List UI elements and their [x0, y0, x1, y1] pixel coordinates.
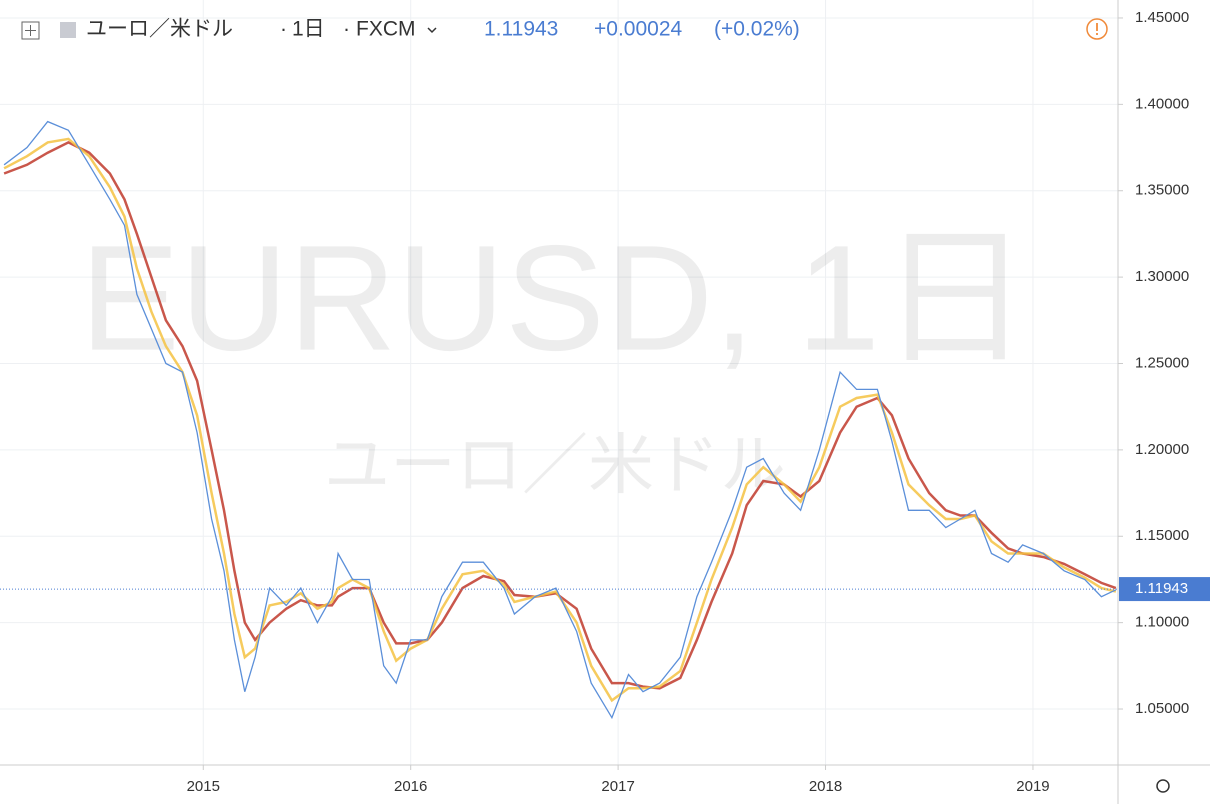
- last-price-label: 1.11943: [1135, 580, 1188, 597]
- x-tick-label: 2019: [1016, 778, 1049, 795]
- price-line: [3, 120, 1117, 720]
- change: +0.00024: [594, 18, 682, 41]
- x-tick-label: 2016: [394, 778, 427, 795]
- symbol-icon: [60, 22, 76, 38]
- separator: ·: [280, 18, 287, 41]
- ma-line: [3, 137, 1117, 703]
- symbol[interactable]: ユーロ／米ドル: [86, 18, 233, 41]
- separator: ·: [343, 18, 350, 41]
- ma-line: [3, 141, 1117, 690]
- x-tick-label: 2015: [187, 778, 220, 795]
- watermark-title: EURUSD, 1日: [80, 214, 1030, 382]
- watermark-subtitle: ユーロ／米ドル: [324, 427, 786, 501]
- change-pct: (+0.02%): [714, 18, 800, 41]
- interval[interactable]: 1日: [292, 18, 325, 41]
- y-tick-label: 1.20000: [1135, 441, 1189, 458]
- x-tick-label: 2017: [601, 778, 634, 795]
- y-tick-label: 1.35000: [1135, 182, 1189, 199]
- y-tick-label: 1.05000: [1135, 700, 1189, 717]
- dropdown-icon[interactable]: [427, 27, 437, 34]
- alert-icon[interactable]: [1086, 18, 1108, 40]
- last-price-box: [1119, 577, 1210, 602]
- source[interactable]: FXCM: [356, 18, 416, 41]
- add-icon-plus: [25, 25, 36, 36]
- settings-icon[interactable]: [1156, 779, 1170, 793]
- y-tick-label: 1.15000: [1135, 527, 1189, 544]
- y-tick-label: 1.45000: [1135, 9, 1189, 26]
- add-icon[interactable]: [21, 21, 40, 40]
- x-tick-label: 2018: [809, 778, 842, 795]
- y-tick-label: 1.30000: [1135, 268, 1189, 285]
- y-tick-label: 1.25000: [1135, 354, 1189, 371]
- price: 1.11943: [484, 18, 558, 41]
- y-tick-label: 1.10000: [1135, 614, 1189, 631]
- y-tick-label: 1.40000: [1135, 95, 1189, 112]
